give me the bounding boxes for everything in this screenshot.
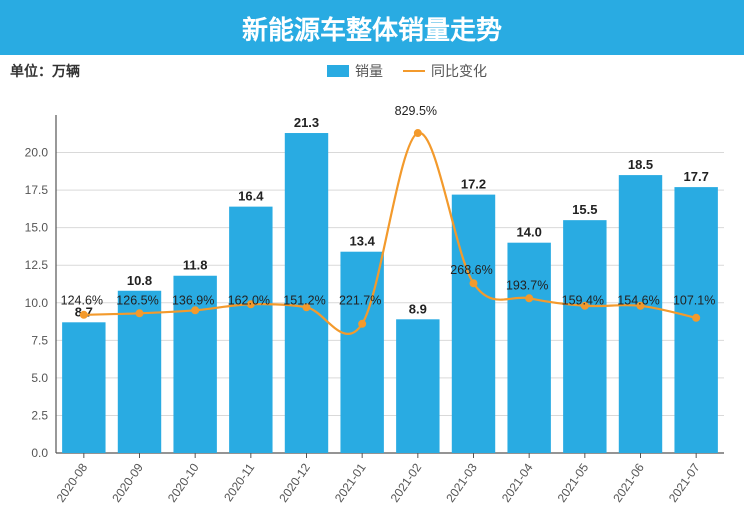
svg-text:2.5: 2.5 [31, 408, 48, 422]
x-axis-label: 2020-10 [165, 460, 202, 504]
pct-label: 126.5% [116, 293, 158, 307]
pct-label: 124.6% [61, 293, 103, 307]
pct-label: 221.7% [339, 293, 381, 307]
svg-text:5.0: 5.0 [31, 371, 48, 385]
pct-label: 136.9% [172, 293, 214, 307]
bar-value-label: 11.8 [183, 258, 208, 273]
line-marker [693, 314, 700, 321]
pct-label: 107.1% [673, 293, 715, 307]
x-axis-label: 2020-08 [54, 460, 91, 504]
legend-bar-label: 销量 [355, 61, 383, 81]
bar-value-label: 10.8 [127, 273, 152, 288]
svg-text:0.0: 0.0 [31, 446, 48, 460]
bar-value-label: 21.3 [294, 115, 319, 130]
svg-text:17.5: 17.5 [25, 183, 49, 197]
pct-label: 829.5% [395, 104, 437, 118]
bar [396, 319, 439, 453]
x-axis-label: 2021-03 [443, 460, 480, 504]
bar-value-label: 17.7 [684, 169, 709, 184]
bar-swatch-icon [327, 65, 349, 77]
line-marker [414, 130, 421, 137]
line-marker [470, 280, 477, 287]
bar-value-label: 14.0 [517, 225, 542, 240]
x-axis-label: 2021-04 [499, 460, 536, 504]
pct-label: 193.7% [506, 278, 548, 292]
x-axis-label: 2021-06 [610, 460, 647, 504]
x-axis-label: 2020-11 [221, 460, 257, 504]
legend: 销量 同比变化 [80, 61, 734, 81]
chart: 0.02.55.07.510.012.515.017.520.08.72020-… [10, 85, 734, 525]
chart-svg: 0.02.55.07.510.012.515.017.520.08.72020-… [10, 85, 734, 525]
svg-text:15.0: 15.0 [25, 221, 49, 235]
bar [452, 195, 495, 453]
bar-value-label: 18.5 [628, 157, 653, 172]
line-marker [80, 311, 87, 318]
bar-value-label: 16.4 [238, 189, 264, 204]
x-axis-label: 2020-09 [109, 460, 146, 504]
title-bar: 新能源车整体销量走势 [0, 0, 744, 55]
x-axis-label: 2021-05 [555, 460, 592, 504]
line-marker [526, 295, 533, 302]
bar-value-label: 15.5 [572, 202, 597, 217]
legend-item-bar: 销量 [327, 61, 383, 81]
subtitle-row: 单位：万辆 销量 同比变化 [0, 55, 744, 81]
pct-label: 162.0% [228, 293, 270, 307]
x-axis-label: 2021-02 [388, 460, 425, 504]
unit-label: 单位：万辆 [10, 61, 80, 81]
bar [563, 220, 606, 453]
bar [62, 322, 105, 453]
legend-line-label: 同比变化 [431, 61, 487, 81]
x-axis-label: 2020-12 [276, 460, 313, 504]
bar-value-label: 8.9 [409, 301, 427, 316]
svg-text:20.0: 20.0 [25, 146, 49, 160]
pct-label: 154.6% [617, 293, 659, 307]
svg-text:7.5: 7.5 [31, 333, 48, 347]
pct-label: 159.4% [562, 293, 604, 307]
svg-text:10.0: 10.0 [25, 296, 49, 310]
bar-value-label: 13.4 [350, 234, 376, 249]
page-title: 新能源车整体销量走势 [242, 15, 502, 45]
pct-label: 268.6% [450, 263, 492, 277]
x-axis-label: 2021-01 [332, 460, 369, 504]
bar-value-label: 17.2 [461, 177, 486, 192]
bar [619, 175, 662, 453]
legend-item-line: 同比变化 [403, 61, 487, 81]
bar [507, 243, 550, 453]
line-marker [136, 310, 143, 317]
line-marker [192, 307, 199, 314]
svg-text:12.5: 12.5 [25, 258, 49, 272]
pct-label: 151.2% [283, 293, 325, 307]
line-marker [359, 320, 366, 327]
line-swatch-icon [403, 70, 425, 72]
bar [229, 207, 272, 453]
x-axis-label: 2021-07 [666, 460, 703, 504]
